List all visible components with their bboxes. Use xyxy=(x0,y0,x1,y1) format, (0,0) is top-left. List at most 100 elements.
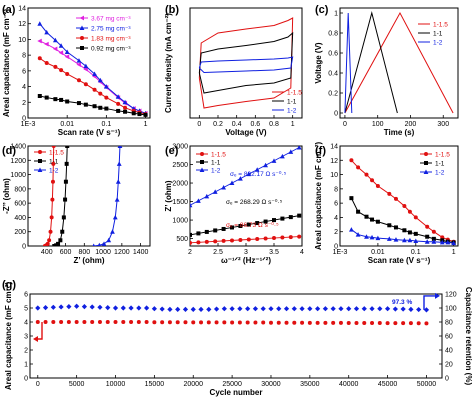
data-point xyxy=(206,320,211,325)
y2-tick-label: 40 xyxy=(445,348,453,355)
y-tick-label: 0 xyxy=(334,244,338,251)
data-point xyxy=(263,219,268,224)
data-point xyxy=(386,236,392,241)
data-point xyxy=(190,232,192,237)
y-tick-label: 2500 xyxy=(172,162,188,169)
x-tick-label: 0.1 xyxy=(101,121,111,128)
data-point xyxy=(82,320,87,324)
data-point xyxy=(47,238,52,243)
data-point xyxy=(196,198,201,203)
series-1-2 xyxy=(349,227,457,246)
x-tick-label: 0.6 xyxy=(250,121,260,128)
data-point xyxy=(175,320,180,325)
series-1-1-5 xyxy=(190,234,302,245)
data-point xyxy=(190,240,192,245)
x-tick-label: 1400 xyxy=(133,249,149,256)
data-point xyxy=(439,239,445,245)
y-tick-label: 500 xyxy=(176,236,188,243)
legend-entry: 1-1 xyxy=(435,160,445,167)
legend-entry: 1-1.5 xyxy=(49,149,64,156)
plot-frame xyxy=(27,7,151,119)
plot-frame xyxy=(339,7,459,119)
data-point xyxy=(112,305,119,311)
data-point xyxy=(338,320,343,325)
y-tick-label: 0.8 xyxy=(328,31,338,38)
x-axis-title: Cycle number xyxy=(210,388,263,397)
data-point xyxy=(144,305,150,311)
data-point xyxy=(114,197,120,202)
y-tick-label: 14 xyxy=(18,6,26,13)
data-point xyxy=(213,306,220,312)
y-tick-label: 0.2 xyxy=(328,91,338,98)
data-point xyxy=(331,320,336,325)
annotation: σₑ = 86.73 Ω s⁻⁰·⁵ xyxy=(226,221,279,229)
data-point xyxy=(74,320,79,324)
x-tick-label: 0 xyxy=(36,381,40,388)
series-line xyxy=(93,146,121,246)
data-point xyxy=(431,236,436,241)
annotation: 97.3 % xyxy=(392,299,412,306)
data-point xyxy=(413,231,418,236)
data-point xyxy=(254,167,260,172)
data-point xyxy=(385,321,390,326)
data-point xyxy=(92,71,97,76)
data-point xyxy=(255,221,260,226)
legend: 1-1.5 1-1 1-2 xyxy=(272,89,302,114)
data-point xyxy=(214,320,219,325)
data-point xyxy=(97,77,103,83)
legend-entry: 1-2 xyxy=(435,169,445,176)
data-point xyxy=(61,215,66,220)
x-tick-label: 600 xyxy=(60,249,72,256)
plot-area xyxy=(190,146,302,245)
data-point xyxy=(230,238,234,243)
x-tick-label: 100 xyxy=(372,121,384,128)
x-tick-label: 10000 xyxy=(106,381,126,388)
data-point xyxy=(370,217,375,222)
y-axis-title: Voltage (V) xyxy=(314,42,323,84)
data-point xyxy=(387,223,392,228)
data-point xyxy=(103,84,109,89)
data-point xyxy=(81,304,88,310)
legend-entry: 1.83 mg cm⁻³ xyxy=(91,35,131,42)
x-tick-label: 1 xyxy=(144,121,148,128)
data-point xyxy=(196,231,201,236)
data-point xyxy=(416,306,422,313)
data-point xyxy=(451,240,457,246)
legend-entry: 3.67 mg cm⁻³ xyxy=(91,15,131,22)
data-point xyxy=(349,158,354,163)
x-tick-label: 40000 xyxy=(339,381,359,388)
data-point xyxy=(129,320,134,324)
y-tick-label: 1000 xyxy=(172,218,188,225)
x-tick-label: 1 xyxy=(291,121,295,128)
data-point xyxy=(402,204,407,208)
x-tick-label: 1E-3 xyxy=(21,121,36,128)
data-point xyxy=(44,41,49,47)
y2-tick-label: 120 xyxy=(445,292,457,299)
panel-label: (c) xyxy=(315,4,329,16)
data-point xyxy=(424,239,430,244)
y-tick-label: 2 xyxy=(24,348,28,355)
series-line xyxy=(344,11,398,114)
x-tick-label: 50000 xyxy=(417,381,437,388)
data-point xyxy=(65,72,70,76)
data-point xyxy=(384,306,391,312)
data-point xyxy=(116,161,122,166)
data-point xyxy=(261,320,266,325)
data-point xyxy=(346,306,352,312)
data-point xyxy=(52,46,58,52)
data-point xyxy=(263,236,268,241)
data-point xyxy=(65,146,70,148)
data-point xyxy=(76,62,81,67)
legend-marker xyxy=(199,167,205,172)
data-point xyxy=(115,179,121,184)
x-tick-label: 45000 xyxy=(378,381,398,388)
series-1-2 xyxy=(92,146,123,246)
legend: 1-1.5 1-1 1-2 xyxy=(418,21,448,46)
legend-marker xyxy=(200,152,204,156)
data-point xyxy=(237,306,243,312)
plot-area xyxy=(349,158,457,246)
data-point xyxy=(123,105,128,110)
data-point xyxy=(123,109,128,114)
x-tick-label: 30000 xyxy=(261,381,281,388)
